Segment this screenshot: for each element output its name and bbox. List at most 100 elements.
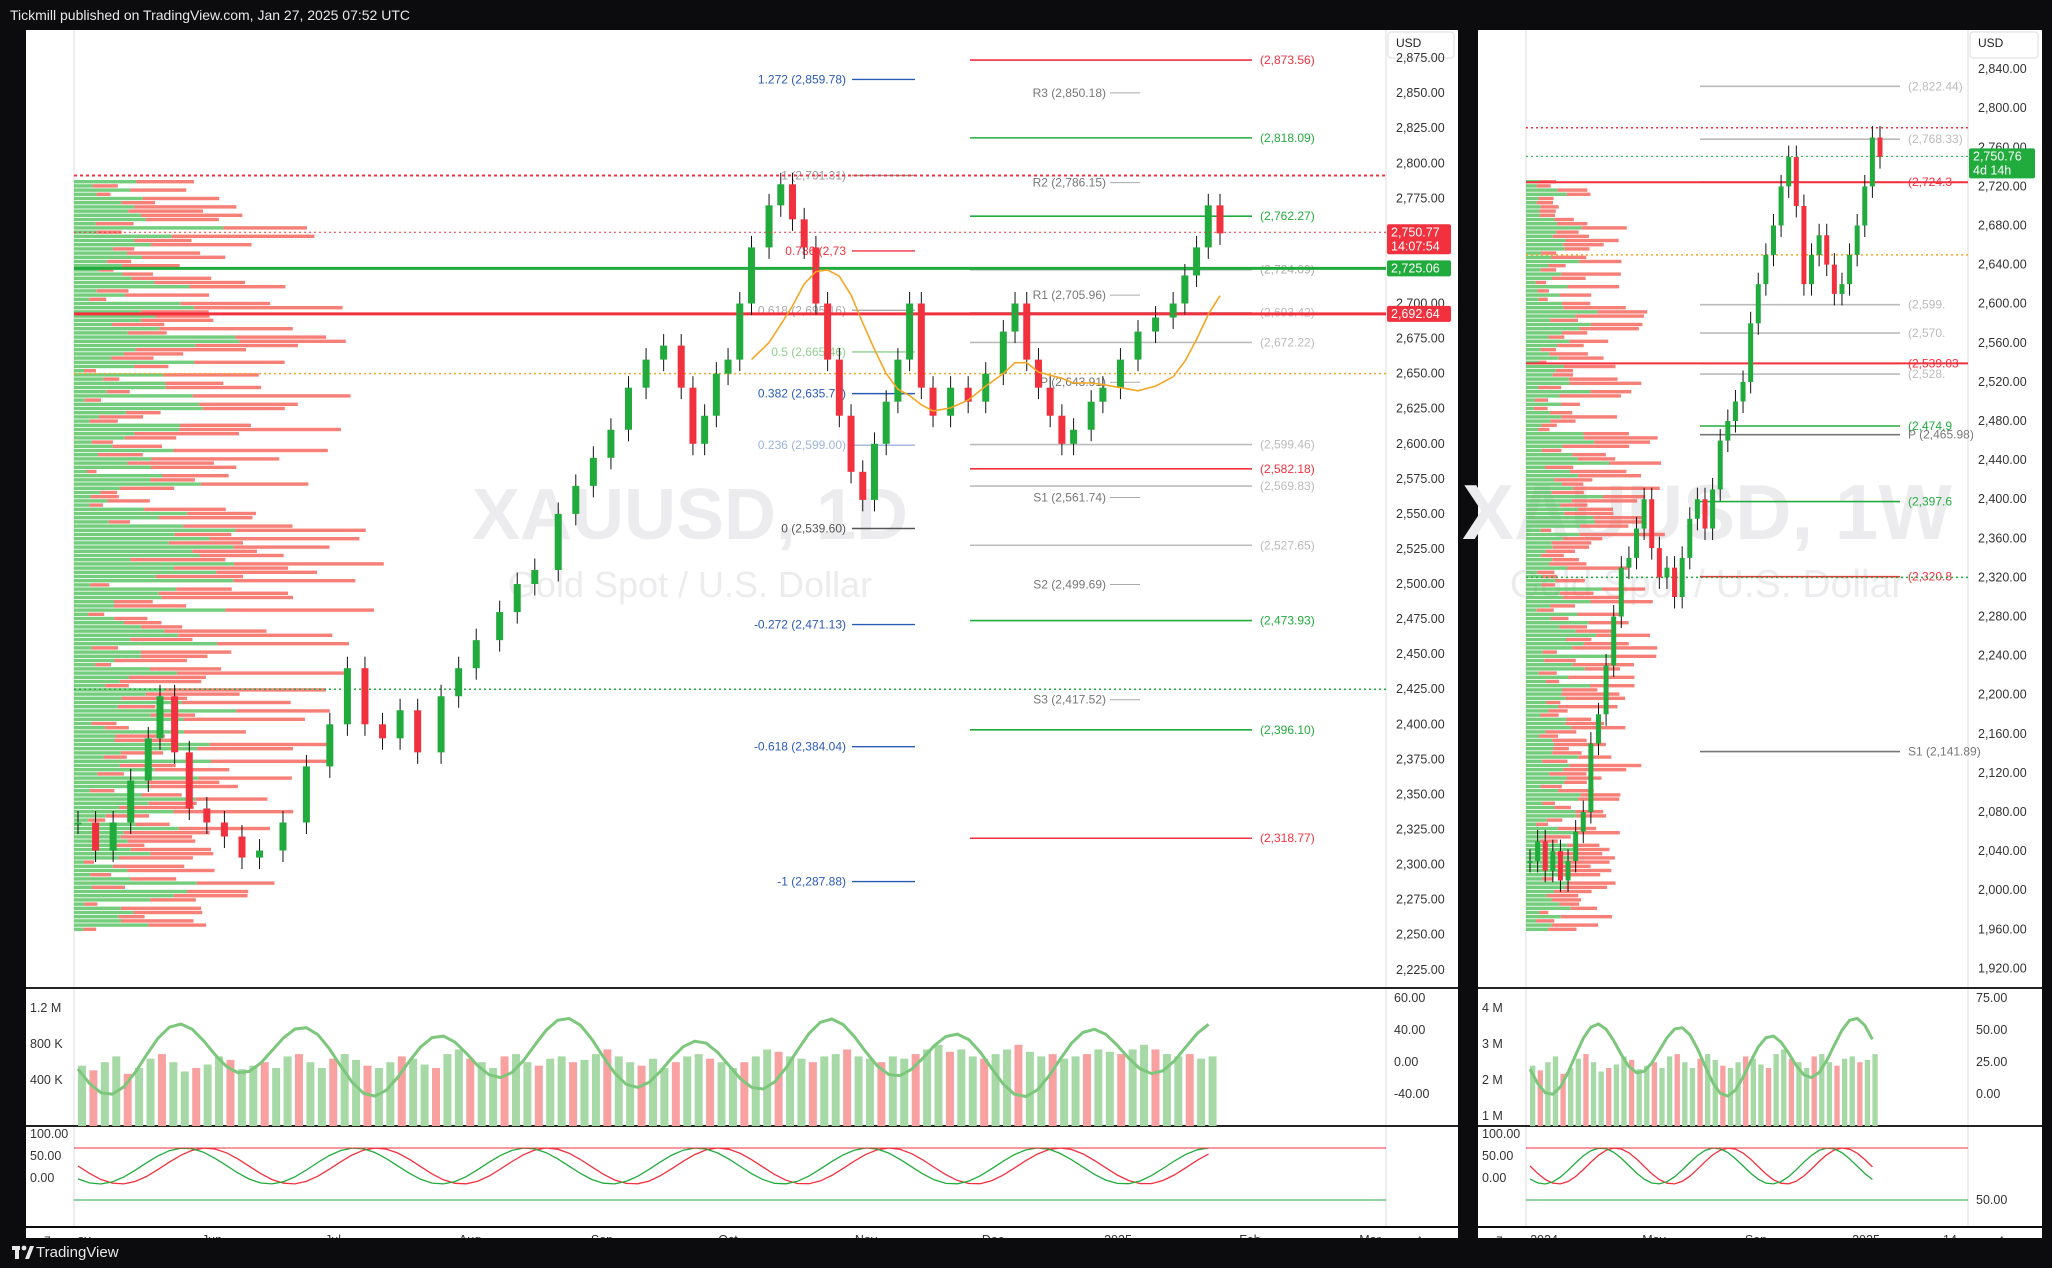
price-tag-sub: 4d 14h xyxy=(1973,163,2011,177)
x-tick-label: Oct xyxy=(718,1233,738,1238)
volume-profile-bar xyxy=(74,247,113,251)
volume-bar xyxy=(317,1068,326,1126)
volume-profile-bar xyxy=(74,381,166,385)
volume-profile-bar xyxy=(1578,474,1642,478)
volume-profile-bar xyxy=(130,558,226,562)
volume-bar xyxy=(1644,1065,1650,1126)
volume-profile-bar xyxy=(1526,381,1570,385)
y-tick-label: 2,480.00 xyxy=(1978,414,2027,428)
volume-profile-bar xyxy=(74,885,92,889)
volume-bar xyxy=(306,1062,315,1126)
volume-profile-bar xyxy=(1526,251,1542,255)
candle-body xyxy=(1755,284,1761,324)
volume-profile-bar xyxy=(1526,919,1537,923)
candle-body xyxy=(1099,387,1107,402)
volume-profile-bar xyxy=(74,570,217,574)
volume-profile-bar xyxy=(1526,881,1569,885)
volume-profile-bar xyxy=(91,440,113,444)
volume-profile-bar xyxy=(74,658,115,663)
volume-bar xyxy=(591,1054,600,1126)
volume-bar xyxy=(808,1062,817,1126)
volume-bar xyxy=(1636,1069,1642,1126)
volume-profile-bar xyxy=(1526,377,1569,381)
volume-profile-bar xyxy=(1548,335,1565,339)
volume-bar xyxy=(1583,1054,1589,1126)
time-axis-bg xyxy=(1478,1228,2042,1238)
candle-body xyxy=(144,738,152,781)
level-label: (2,396.10) xyxy=(1260,723,1315,737)
volume-bar xyxy=(1841,1058,1848,1126)
y-tick-label: 2,160.00 xyxy=(1978,727,2027,741)
publish-text: Tickmill published on TradingView.com, J… xyxy=(10,7,410,23)
volume-profile-bar xyxy=(74,394,193,398)
volume-profile-bar xyxy=(148,801,197,805)
volume-profile-bar xyxy=(74,419,90,423)
volume-profile-bar xyxy=(1564,511,1614,516)
volume-profile-bar xyxy=(158,591,289,595)
volume-profile-bar xyxy=(97,772,124,776)
volume-bar xyxy=(1128,1049,1137,1126)
volume-profile-bar xyxy=(112,322,165,327)
volume-profile-bar xyxy=(130,877,177,881)
volume-profile-bar xyxy=(192,549,257,553)
volume-bar xyxy=(1105,1051,1114,1126)
volume-profile-bar xyxy=(217,642,349,646)
candle-body xyxy=(1763,254,1769,285)
volume-profile-bar xyxy=(130,637,193,642)
volume-profile-bar xyxy=(74,205,135,209)
volume-profile-bar xyxy=(1539,910,1549,915)
level-label: (2,873.56) xyxy=(1260,53,1315,67)
volume-profile-bar xyxy=(1526,629,1576,633)
volume-profile-bar xyxy=(127,839,196,843)
volume-profile-bar xyxy=(74,553,200,558)
y-tick-label: 2,360.00 xyxy=(1978,531,2027,545)
volume-profile-bar xyxy=(1526,621,1589,625)
level-label: (2,762.27) xyxy=(1260,209,1315,223)
volume-profile-bar xyxy=(1563,243,1604,247)
auto-scale-icon: A xyxy=(1998,1235,2006,1238)
volume-profile-bar xyxy=(1526,751,1553,755)
volume-bar xyxy=(123,1073,132,1126)
volume-axis-label: 1 M xyxy=(1482,1109,1503,1123)
volume-profile-bar xyxy=(1526,696,1566,700)
volume-bar xyxy=(1735,1062,1741,1126)
volume-bar xyxy=(854,1056,863,1126)
volume-bar xyxy=(569,1062,578,1126)
volume-profile-bar xyxy=(74,402,200,406)
volume-profile-bar xyxy=(1526,839,1540,843)
volume-profile-bar xyxy=(74,684,106,688)
volume-profile-bar xyxy=(195,797,268,801)
volume-bar xyxy=(1689,1068,1696,1126)
volume-profile-bar xyxy=(1526,784,1541,789)
candle-body xyxy=(1664,567,1670,578)
candle-body xyxy=(1134,331,1142,360)
volume-axis-label: 2 M xyxy=(1482,1073,1503,1087)
volume-profile-bar xyxy=(74,448,174,453)
volume-profile-bar xyxy=(74,537,210,541)
volume-profile-bar xyxy=(117,705,156,709)
volume-profile-bar xyxy=(1551,276,1586,280)
volume-profile-bar xyxy=(89,503,103,507)
volume-profile-bar xyxy=(1552,738,1587,742)
volume-profile-bar xyxy=(1548,927,1577,931)
volume-profile-bar xyxy=(74,331,128,335)
volume-profile-bar xyxy=(1526,650,1543,654)
candle-body xyxy=(1550,851,1556,871)
volume-profile-bar xyxy=(114,600,153,604)
candle-body xyxy=(859,471,867,500)
volume-profile-bar xyxy=(74,612,89,616)
volume-profile-bar xyxy=(74,768,155,772)
volume-profile-bar xyxy=(134,238,192,243)
candle-body xyxy=(203,808,211,823)
volume-profile-bar xyxy=(1526,196,1539,201)
candle-body xyxy=(724,359,732,374)
volume-profile-bar xyxy=(1526,222,1557,226)
volume-profile-bar xyxy=(74,234,172,238)
volume-profile-bar xyxy=(151,457,280,461)
volume-bar xyxy=(1621,1056,1627,1126)
volume-profile-bar xyxy=(1533,406,1548,411)
volume-profile-bar xyxy=(1566,192,1591,196)
volume-profile-bar xyxy=(98,453,143,457)
price-tag-label: 2,750.77 xyxy=(1391,225,1440,239)
